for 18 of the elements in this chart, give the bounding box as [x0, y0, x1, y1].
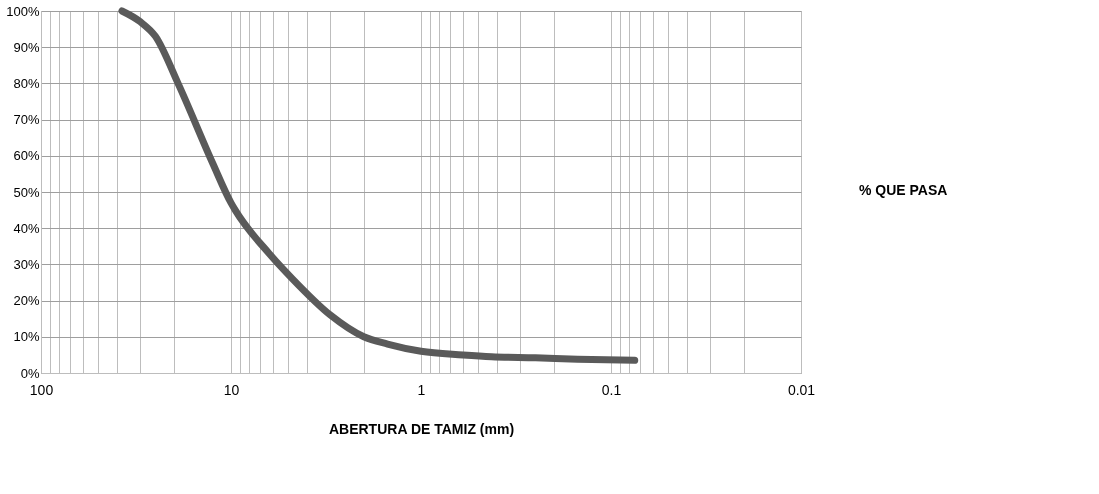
y-tick-label: 40% [13, 220, 40, 236]
y-tick-label: 70% [13, 112, 40, 128]
y-tick-label: 50% [13, 184, 40, 200]
x-tick-label: 100 [29, 381, 54, 398]
x-tick-label: 10 [223, 381, 240, 398]
y-tick-label: 30% [13, 256, 40, 272]
x-tick-label: 0.01 [787, 381, 816, 398]
x-tick-label: 1 [417, 381, 426, 398]
y-tick-label: 60% [13, 148, 40, 164]
y-tick-label: 20% [13, 293, 40, 309]
y-tick-label: 0% [20, 365, 40, 381]
y-tick-label: 80% [13, 75, 40, 91]
x-tick-label: 0.1 [601, 381, 622, 398]
y-tick-label: 90% [13, 39, 40, 55]
y-tick-label: 100% [6, 3, 40, 19]
y-tick-label: 10% [13, 329, 40, 345]
text: % QUE PASA [859, 182, 948, 198]
x-axis-title: ABERTURA DE TAMIZ (mm) [328, 420, 515, 437]
